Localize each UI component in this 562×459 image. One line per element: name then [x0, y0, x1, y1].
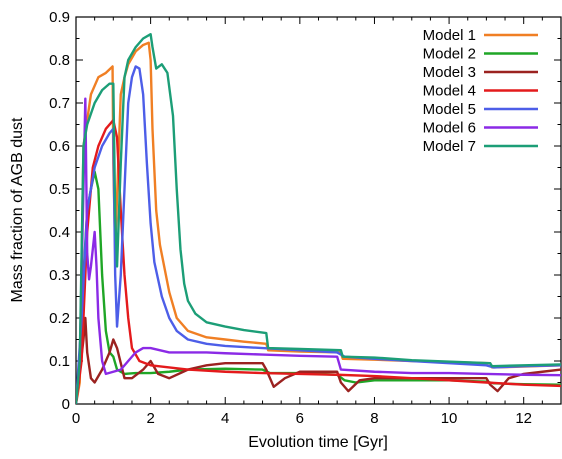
series-line-model-6	[76, 97, 561, 404]
y-axis-ticks: 0 0.1 0.2 0.3 0.4 0.5 0.6 0.7 0.8 0.9	[49, 9, 561, 413]
y-tick-label: 0.8	[49, 52, 70, 69]
x-tick-label: 4	[221, 410, 229, 427]
legend-label-model-6: Model 6	[423, 120, 476, 137]
legend-label-model-3: Model 3	[423, 64, 476, 81]
y-tick-label: 0.9	[49, 9, 70, 26]
legend-label-model-4: Model 4	[423, 83, 476, 100]
legend-label-model-2: Model 2	[423, 46, 476, 63]
x-axis-title: Evolution time [Gyr]	[248, 434, 388, 451]
series-lines	[76, 33, 561, 404]
series-line-model-7	[76, 33, 561, 404]
y-tick-label: 0.7	[49, 95, 70, 112]
y-tick-label: 0.5	[49, 181, 70, 198]
y-tick-label: 0.6	[49, 138, 70, 155]
x-tick-label: 6	[296, 410, 304, 427]
legend-label-model-1: Model 1	[423, 27, 476, 44]
x-tick-label: 0	[72, 410, 80, 427]
x-tick-label: 2	[146, 410, 154, 427]
y-tick-label: 0.1	[49, 353, 70, 370]
legend-label-model-5: Model 5	[423, 101, 476, 118]
y-axis-title: Mass fraction of AGB dust	[9, 117, 26, 303]
series-line-model-3	[76, 316, 561, 404]
x-axis-ticks: 0 2 4 6 8 10 12	[72, 17, 543, 427]
y-tick-label: 0.2	[49, 310, 70, 327]
x-tick-label: 8	[370, 410, 378, 427]
y-tick-label: 0.3	[49, 267, 70, 284]
y-tick-label: 0.4	[49, 224, 70, 241]
y-tick-label: 0	[62, 396, 70, 413]
x-tick-label: 10	[441, 410, 458, 427]
legend-label-model-7: Model 7	[423, 138, 476, 155]
series-line-model-4	[76, 119, 561, 404]
x-tick-label: 12	[515, 410, 532, 427]
series-line-model-5	[76, 65, 561, 404]
